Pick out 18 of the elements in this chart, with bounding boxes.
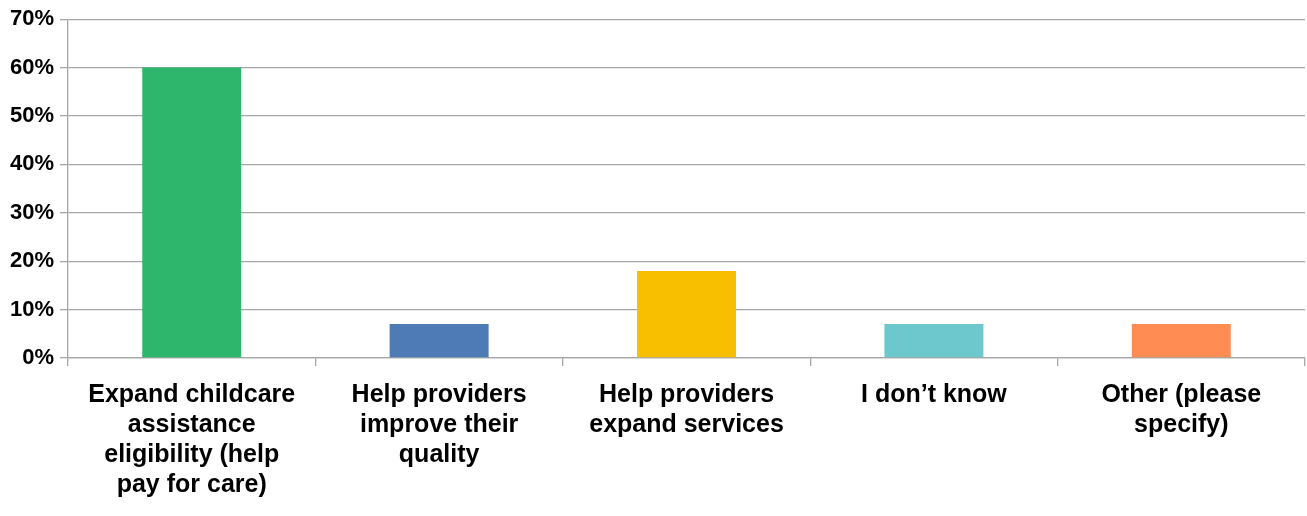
y-tick-label: 40% xyxy=(9,150,55,176)
y-tick-label: 10% xyxy=(9,295,55,321)
bar xyxy=(389,324,489,358)
x-tick-label: Help providers improve their quality xyxy=(351,378,527,467)
x-tick-label: Other (please specify) xyxy=(1101,378,1262,437)
y-tick-label: 70% xyxy=(9,5,55,31)
x-tick-label: Help providers expand services xyxy=(589,378,784,437)
y-tick-label: 20% xyxy=(9,247,55,273)
y-tick-label: 50% xyxy=(9,102,55,128)
y-tick-label: 0% xyxy=(22,344,55,370)
x-tick-label: I don’t know xyxy=(861,378,1008,407)
bar xyxy=(1131,324,1231,358)
bar xyxy=(142,67,242,358)
bar xyxy=(637,270,736,358)
y-tick-label: 60% xyxy=(9,53,55,79)
y-tick-label: 30% xyxy=(9,198,55,224)
bar xyxy=(884,324,984,358)
x-tick-label: Expand childcare assistance eligibility (help pay for care) xyxy=(88,378,296,497)
